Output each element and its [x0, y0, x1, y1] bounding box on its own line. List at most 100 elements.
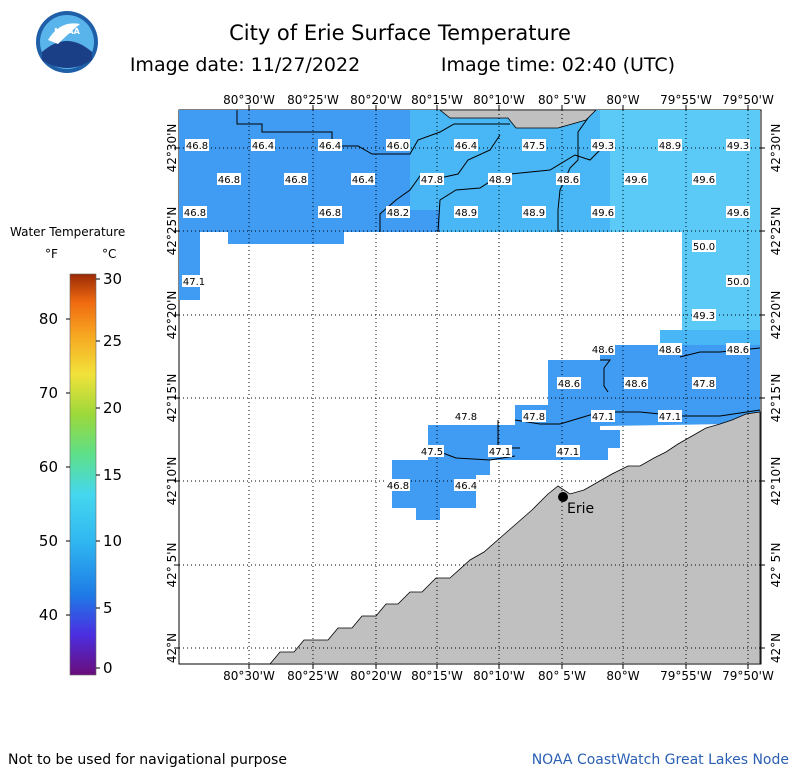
temp-label-bg — [454, 479, 478, 491]
temp-label: 50.0 — [727, 277, 749, 288]
legend-c-label: 15 — [103, 466, 122, 484]
legend-unit-f: °F — [45, 247, 58, 261]
temp-label: 49.3 — [693, 311, 715, 322]
lon-label-bottom: 80°25'W — [287, 669, 339, 683]
legend-f-label: 40 — [39, 606, 58, 624]
temp-label-bg — [251, 139, 275, 151]
lat-label-right: 42° 5'N — [769, 543, 783, 588]
temp-label-bg — [556, 173, 580, 185]
temp-label: 48.9 — [523, 208, 545, 219]
temp-label: 48.2 — [387, 208, 409, 219]
temp-label: 49.6 — [625, 175, 647, 186]
temp-label: 47.1 — [659, 412, 681, 423]
temp-label: 46.4 — [455, 141, 477, 152]
lat-label-right: 42°25'N — [769, 207, 783, 256]
temp-label: 47.8 — [693, 379, 715, 390]
lon-label-top: 80°15'W — [411, 93, 463, 107]
temp-label-bg — [488, 173, 512, 185]
legend-c-label: 5 — [103, 599, 113, 617]
temp-label-bg — [692, 309, 716, 321]
legend-title: Water Temperature — [10, 225, 125, 239]
lat-label-left: 42°30'N — [165, 124, 179, 173]
temp-label: 46.4 — [352, 175, 374, 186]
temp-label: 46.8 — [319, 208, 341, 219]
lon-label-bottom: 80° 5'W — [538, 669, 586, 683]
temp-label: 47.5 — [421, 447, 443, 458]
temp-label-bg — [591, 410, 615, 422]
temp-label-bg — [522, 139, 546, 151]
lon-label-bottom: 79°55'W — [660, 669, 712, 683]
temp-label: 47.1 — [183, 277, 205, 288]
temp-label-bg — [726, 139, 750, 151]
temp-label: 48.6 — [659, 345, 681, 356]
temp-label-bg — [454, 410, 478, 422]
temp-label: 46.4 — [252, 141, 274, 152]
temp-label-bg — [624, 377, 648, 389]
temp-label-bg — [420, 173, 444, 185]
temp-label-bg — [284, 173, 308, 185]
temp-label-bg — [183, 206, 207, 218]
temp-label: 46.8 — [186, 141, 208, 152]
temp-label: 46.8 — [387, 481, 409, 492]
legend-c-label: 10 — [103, 532, 122, 550]
legend-f-label: 60 — [39, 458, 58, 476]
water-region — [600, 110, 760, 232]
temp-label-bg — [454, 139, 478, 151]
noaa-logo-text: NOAA — [54, 27, 80, 36]
lon-label-top: 79°55'W — [660, 93, 712, 107]
temp-label-bg — [658, 343, 682, 355]
footer-disclaimer: Not to be used for navigational purpose — [8, 752, 287, 768]
temp-label-bg — [522, 410, 546, 422]
temp-label-bg — [591, 343, 615, 355]
isotherm-line — [439, 451, 516, 461]
temp-label-bg — [454, 206, 478, 218]
lat-label-left: 42°15'N — [165, 374, 179, 423]
temp-label-bg — [591, 139, 615, 151]
temp-label-bg — [591, 206, 615, 218]
temp-label-bg — [557, 377, 581, 389]
land-north — [438, 109, 597, 129]
legend-c-label: 0 — [103, 659, 113, 677]
lon-label-bottom: 80°W — [606, 669, 639, 683]
temp-label-bg — [726, 275, 750, 287]
temp-label: 49.6 — [592, 208, 614, 219]
temp-label-bg — [624, 173, 648, 185]
lon-label-bottom: 80°15'W — [411, 669, 463, 683]
temp-label: 48.6 — [592, 345, 614, 356]
legend-colorbar — [69, 273, 97, 676]
isotherm-line — [557, 117, 589, 232]
temp-label: 47.1 — [489, 447, 511, 458]
temp-label-bg — [351, 173, 375, 185]
temp-label: 46.8 — [184, 208, 206, 219]
temp-label: 47.1 — [557, 447, 579, 458]
temp-label: 46.0 — [387, 141, 409, 152]
temp-label-bg — [488, 445, 512, 457]
temp-label-bg — [726, 206, 750, 218]
temp-label-bg — [556, 445, 580, 457]
lat-label-left: 42° 5'N — [165, 543, 179, 588]
legend-unit-c: °C — [102, 247, 116, 261]
land-south-shore — [269, 411, 761, 665]
temp-label-bg — [692, 240, 716, 252]
temp-label: 48.6 — [558, 379, 580, 390]
temp-label: 49.6 — [693, 175, 715, 186]
lon-label-bottom: 79°50'W — [722, 669, 774, 683]
temp-label-bg — [318, 139, 342, 151]
water-region — [392, 460, 490, 520]
water-region — [600, 345, 760, 426]
legend-f-label: 50 — [39, 532, 58, 550]
temp-label: 47.8 — [421, 175, 443, 186]
image-time: Image time: 02:40 (UTC) — [441, 54, 675, 76]
temp-label: 47.8 — [523, 412, 545, 423]
noaa-logo: NOAA — [36, 11, 98, 73]
lon-label-bottom: 80°10'W — [473, 669, 525, 683]
temp-label-bg — [522, 206, 546, 218]
isotherm-line — [600, 359, 611, 393]
legend-c-label: 25 — [103, 332, 122, 350]
temp-label-bg — [692, 173, 716, 185]
temp-label: 50.0 — [693, 242, 715, 253]
temp-label: 49.3 — [592, 141, 614, 152]
temp-label-bg — [658, 139, 682, 151]
temp-label-bg — [692, 377, 716, 389]
temp-label: 46.4 — [455, 481, 477, 492]
